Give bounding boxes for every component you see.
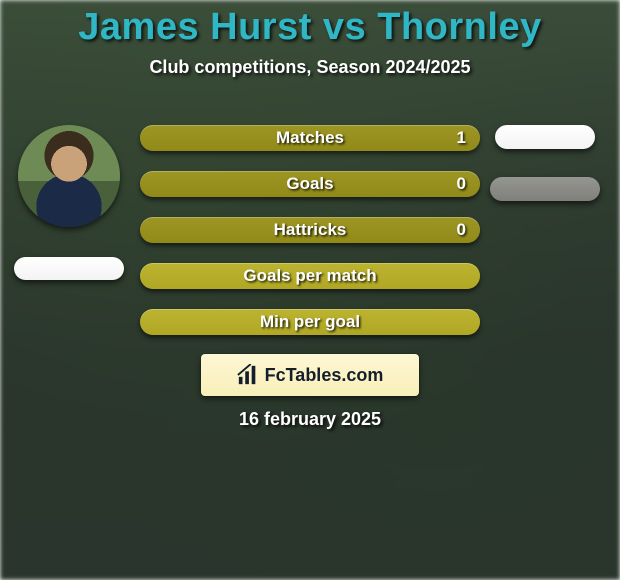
stat-bar-value-right: 1 [457, 125, 466, 151]
stat-bar-label: Min per goal [260, 312, 360, 332]
page-title: James Hurst vs Thornley [0, 0, 620, 49]
player-right-pill-1 [495, 125, 595, 149]
stat-bar-row: Hattricks 0 [140, 217, 480, 243]
stat-bar-row: Matches 1 [140, 125, 480, 151]
badge-text: FcTables.com [265, 365, 384, 386]
player-left-avatar [18, 125, 120, 227]
player-left-column [9, 125, 129, 280]
bar-chart-icon [237, 364, 259, 386]
stat-bar-label: Goals per match [243, 266, 376, 286]
stat-bar-row: Goals per match [140, 263, 480, 289]
stat-bar-value-right: 0 [457, 171, 466, 197]
fctables-badge: FcTables.com [201, 354, 419, 396]
stat-bar-label: Goals [286, 174, 333, 194]
stat-bars: Matches 1 Goals 0 Hattricks 0 Goals per match M… [140, 125, 480, 335]
stat-bar-row: Goals 0 [140, 171, 480, 197]
date-text: 16 february 2025 [0, 409, 620, 430]
player-left-name-pill [14, 257, 124, 280]
player-right-pill-2 [490, 177, 600, 201]
stat-bar-value-right: 0 [457, 217, 466, 243]
player-right-column [490, 125, 600, 201]
stat-bar-row: Min per goal [140, 309, 480, 335]
stat-bar-label: Hattricks [274, 220, 347, 240]
stat-bar-label: Matches [276, 128, 344, 148]
subtitle: Club competitions, Season 2024/2025 [0, 57, 620, 78]
